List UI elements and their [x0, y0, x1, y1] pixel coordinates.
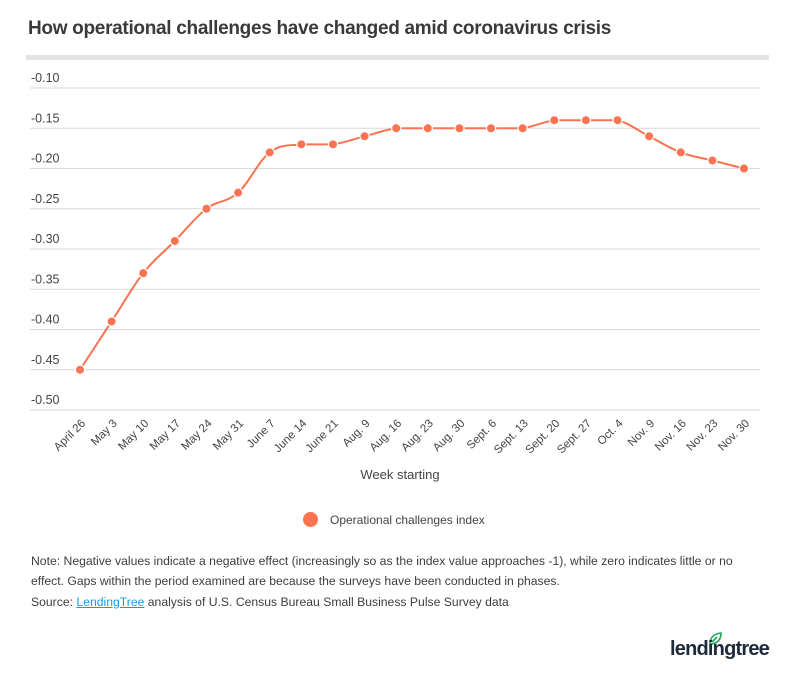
x-tick-label: Aug. 16	[368, 418, 405, 455]
y-tick-label: -0.15	[31, 111, 60, 125]
x-tick-label: Aug. 23	[399, 418, 436, 455]
data-point-aug-30[interactable]	[454, 123, 465, 134]
logo-wordmark: lendingtree	[670, 638, 770, 660]
x-tick-label: April 26	[52, 418, 88, 454]
x-tick-label: Nov. 16	[653, 418, 689, 454]
x-tick-label: June 14	[272, 417, 310, 455]
chart-title: How operational challenges have changed …	[28, 18, 611, 39]
data-point-june-21[interactable]	[327, 139, 339, 150]
data-point-aug-16[interactable]	[390, 123, 402, 134]
x-tick-label: June 21	[304, 418, 341, 455]
y-tick-label: -0.40	[31, 313, 60, 327]
x-tick-label: Oct. 4	[595, 417, 626, 448]
data-point-sept-20[interactable]	[549, 115, 560, 126]
data-point-may-24[interactable]	[201, 203, 212, 214]
x-tick-label: May 17	[148, 418, 183, 453]
data-point-june-7[interactable]	[264, 147, 275, 158]
y-tick-label: -0.10	[31, 71, 60, 85]
data-points	[74, 115, 750, 375]
y-tick-label: -0.50	[31, 393, 60, 407]
data-point-may-17[interactable]	[169, 235, 181, 247]
data-point-sept-27[interactable]	[580, 115, 592, 126]
legend[interactable]: Operational challenges index	[303, 512, 485, 527]
data-point-oct-4[interactable]	[612, 115, 623, 126]
data-point-nov-9[interactable]	[643, 131, 655, 142]
data-point-nov-23[interactable]	[707, 155, 718, 166]
source-link[interactable]: LendingTree	[76, 595, 145, 609]
y-tick-label: -0.45	[31, 353, 60, 367]
x-tick-label: May 10	[116, 418, 151, 453]
legend-label: Operational challenges index	[330, 512, 485, 527]
line-chart: -0.10 -0.15 -0.20 -0.25 -0.30 -0.35 -0.40 -0.45…	[30, 71, 760, 482]
chart-source: Source: LendingTree analysis of U.S. Cen…	[31, 595, 509, 609]
data-point-nov-30[interactable]	[738, 163, 750, 174]
data-point-may-31[interactable]	[232, 187, 244, 198]
data-point-aug-9[interactable]	[359, 131, 370, 142]
y-axis-ticks: -0.10 -0.15 -0.20 -0.25 -0.30 -0.35 -0.40 -0.45…	[31, 71, 60, 407]
lendingtree-logo: lendingtree ®	[670, 632, 770, 662]
series-line-operational-challenges	[79, 119, 745, 371]
chart-note: Note: Negative values indicate a negativ…	[31, 554, 733, 588]
x-tick-label: May 24	[179, 417, 215, 453]
x-tick-label: Sept. 27	[555, 418, 594, 457]
data-point-sept-13[interactable]	[517, 123, 528, 134]
data-point-sept-6[interactable]	[485, 123, 497, 134]
data-point-aug-23[interactable]	[422, 123, 434, 134]
x-tick-label: Aug. 30	[431, 418, 468, 455]
x-tick-label: Nov. 23	[685, 418, 721, 454]
data-point-june-14[interactable]	[296, 139, 307, 150]
registered-mark: ®	[766, 646, 770, 652]
source-prefix: Source:	[31, 595, 77, 609]
data-point-april-26[interactable]	[74, 364, 86, 375]
x-tick-label: May 3	[89, 418, 120, 449]
legend-marker-icon	[303, 512, 318, 527]
y-tick-label: -0.20	[31, 152, 60, 166]
x-axis-title: Week starting	[360, 467, 439, 482]
y-tick-label: -0.30	[31, 232, 60, 246]
y-tick-label: -0.35	[31, 272, 60, 286]
leaf-icon	[709, 632, 722, 645]
title-divider	[26, 55, 769, 60]
y-tick-label: -0.25	[31, 192, 60, 206]
data-point-may-3[interactable]	[106, 316, 117, 327]
data-point-nov-16[interactable]	[675, 147, 686, 158]
x-tick-label: Nov. 30	[716, 418, 752, 454]
grid-lines	[30, 87, 760, 411]
source-suffix: analysis of U.S. Census Bureau Small Bus…	[144, 595, 509, 609]
data-point-may-10[interactable]	[138, 267, 149, 279]
x-tick-label: May 31	[211, 418, 246, 453]
